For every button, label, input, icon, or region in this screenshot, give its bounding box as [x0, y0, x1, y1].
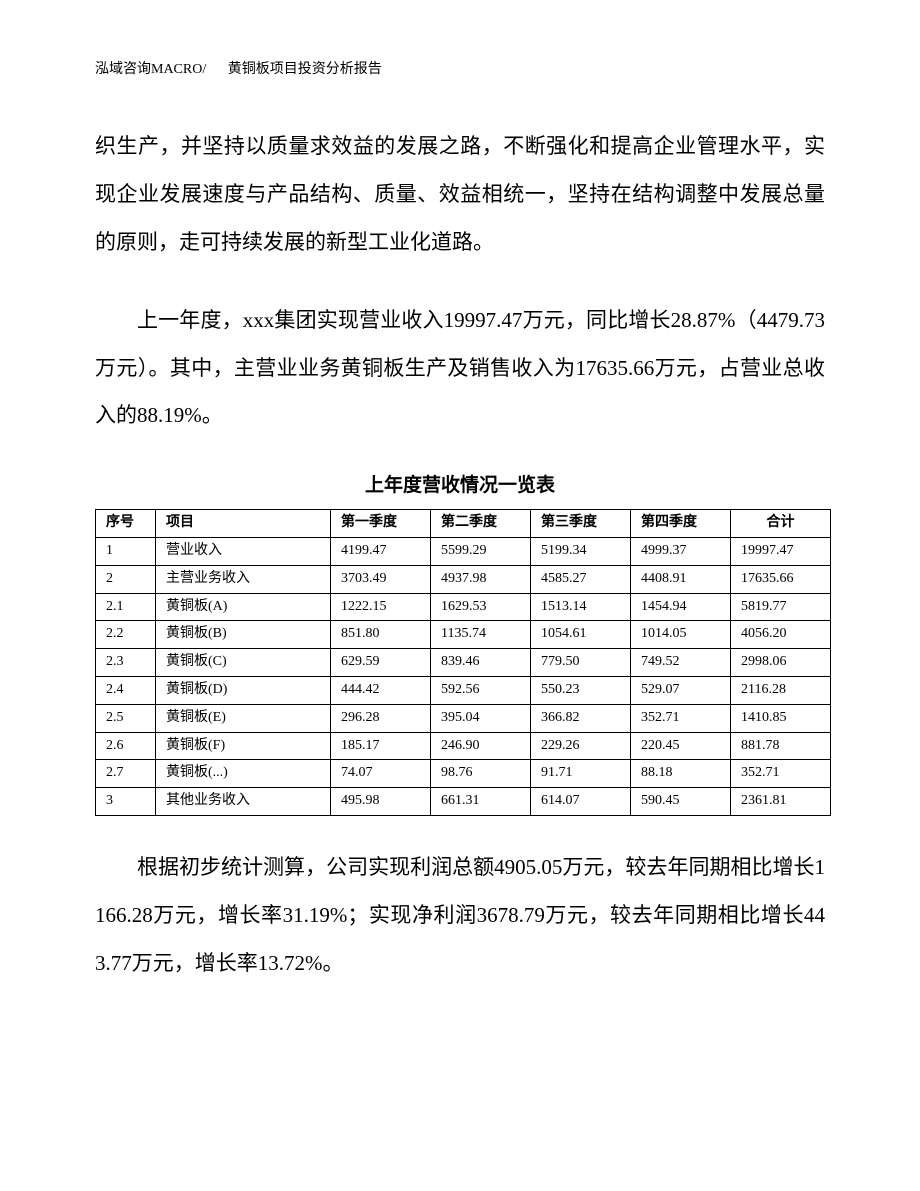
cell: 366.82 — [531, 704, 631, 732]
cell: 5199.34 — [531, 538, 631, 566]
paragraph-3: 根据初步统计测算，公司实现利润总额4905.05万元，较去年同期相比增长1166… — [95, 844, 825, 988]
th-total: 合计 — [731, 510, 831, 538]
cell: 黄铜板(A) — [156, 593, 331, 621]
table-row: 2 主营业务收入 3703.49 4937.98 4585.27 4408.91… — [96, 565, 831, 593]
cell: 黄铜板(...) — [156, 760, 331, 788]
table-body: 1 营业收入 4199.47 5599.29 5199.34 4999.37 1… — [96, 538, 831, 816]
cell: 614.07 — [531, 788, 631, 816]
cell: 91.71 — [531, 760, 631, 788]
cell: 1513.14 — [531, 593, 631, 621]
page: 泓域咨询MACRO/ 黄铜板项目投资分析报告 织生产，并坚持以质量求效益的发展之… — [0, 0, 920, 1191]
revenue-table: 序号 项目 第一季度 第二季度 第三季度 第四季度 合计 1 营业收入 4199… — [95, 509, 831, 816]
cell: 3703.49 — [331, 565, 431, 593]
cell: 2.3 — [96, 649, 156, 677]
cell: 550.23 — [531, 677, 631, 705]
cell: 98.76 — [431, 760, 531, 788]
cell: 2.6 — [96, 732, 156, 760]
table-row: 2.4 黄铜板(D) 444.42 592.56 550.23 529.07 2… — [96, 677, 831, 705]
table-row: 2.2 黄铜板(B) 851.80 1135.74 1054.61 1014.0… — [96, 621, 831, 649]
th-seq: 序号 — [96, 510, 156, 538]
table-title: 上年度营收情况一览表 — [95, 470, 825, 497]
header-company: 泓域咨询MACRO/ — [95, 62, 206, 77]
cell: 1629.53 — [431, 593, 531, 621]
table-row: 2.7 黄铜板(...) 74.07 98.76 91.71 88.18 352… — [96, 760, 831, 788]
cell: 3 — [96, 788, 156, 816]
cell: 1222.15 — [331, 593, 431, 621]
cell: 352.71 — [731, 760, 831, 788]
cell: 1 — [96, 538, 156, 566]
cell: 2.4 — [96, 677, 156, 705]
cell: 4056.20 — [731, 621, 831, 649]
cell: 4199.47 — [331, 538, 431, 566]
cell: 2361.81 — [731, 788, 831, 816]
th-item: 项目 — [156, 510, 331, 538]
cell: 黄铜板(C) — [156, 649, 331, 677]
cell: 黄铜板(F) — [156, 732, 331, 760]
cell: 185.17 — [331, 732, 431, 760]
table-row: 2.1 黄铜板(A) 1222.15 1629.53 1513.14 1454.… — [96, 593, 831, 621]
cell: 2.5 — [96, 704, 156, 732]
table-header-row: 序号 项目 第一季度 第二季度 第三季度 第四季度 合计 — [96, 510, 831, 538]
header-doc-title: 黄铜板项目投资分析报告 — [228, 62, 382, 77]
table-row: 2.5 黄铜板(E) 296.28 395.04 366.82 352.71 1… — [96, 704, 831, 732]
cell: 444.42 — [331, 677, 431, 705]
cell: 2116.28 — [731, 677, 831, 705]
table-row: 3 其他业务收入 495.98 661.31 614.07 590.45 236… — [96, 788, 831, 816]
cell: 74.07 — [331, 760, 431, 788]
cell: 88.18 — [631, 760, 731, 788]
th-q2: 第二季度 — [431, 510, 531, 538]
cell: 296.28 — [331, 704, 431, 732]
table-row: 2.6 黄铜板(F) 185.17 246.90 229.26 220.45 8… — [96, 732, 831, 760]
cell: 主营业务收入 — [156, 565, 331, 593]
cell: 590.45 — [631, 788, 731, 816]
cell: 220.45 — [631, 732, 731, 760]
cell: 749.52 — [631, 649, 731, 677]
cell: 5599.29 — [431, 538, 531, 566]
cell: 661.31 — [431, 788, 531, 816]
cell: 495.98 — [331, 788, 431, 816]
cell: 19997.47 — [731, 538, 831, 566]
cell: 1135.74 — [431, 621, 531, 649]
cell: 529.07 — [631, 677, 731, 705]
cell: 4937.98 — [431, 565, 531, 593]
cell: 2998.06 — [731, 649, 831, 677]
cell: 229.26 — [531, 732, 631, 760]
cell: 2.7 — [96, 760, 156, 788]
cell: 352.71 — [631, 704, 731, 732]
th-q4: 第四季度 — [631, 510, 731, 538]
cell: 395.04 — [431, 704, 531, 732]
cell: 592.56 — [431, 677, 531, 705]
cell: 1054.61 — [531, 621, 631, 649]
cell: 246.90 — [431, 732, 531, 760]
cell: 黄铜板(E) — [156, 704, 331, 732]
cell: 1454.94 — [631, 593, 731, 621]
cell: 5819.77 — [731, 593, 831, 621]
paragraph-2: 上一年度，xxx集团实现营业收入19997.47万元，同比增长28.87%（44… — [95, 297, 825, 441]
paragraph-1: 织生产，并坚持以质量求效益的发展之路，不断强化和提高企业管理水平，实现企业发展速… — [95, 123, 825, 267]
cell: 839.46 — [431, 649, 531, 677]
cell: 851.80 — [331, 621, 431, 649]
cell: 629.59 — [331, 649, 431, 677]
cell: 4585.27 — [531, 565, 631, 593]
cell: 2.2 — [96, 621, 156, 649]
document-header: 泓域咨询MACRO/ 黄铜板项目投资分析报告 — [95, 58, 825, 78]
cell: 4999.37 — [631, 538, 731, 566]
table-row: 1 营业收入 4199.47 5599.29 5199.34 4999.37 1… — [96, 538, 831, 566]
cell: 其他业务收入 — [156, 788, 331, 816]
cell: 2.1 — [96, 593, 156, 621]
cell: 黄铜板(B) — [156, 621, 331, 649]
th-q3: 第三季度 — [531, 510, 631, 538]
cell: 881.78 — [731, 732, 831, 760]
cell: 779.50 — [531, 649, 631, 677]
cell: 营业收入 — [156, 538, 331, 566]
cell: 1014.05 — [631, 621, 731, 649]
cell: 2 — [96, 565, 156, 593]
cell: 1410.85 — [731, 704, 831, 732]
cell: 黄铜板(D) — [156, 677, 331, 705]
cell: 17635.66 — [731, 565, 831, 593]
table-row: 2.3 黄铜板(C) 629.59 839.46 779.50 749.52 2… — [96, 649, 831, 677]
th-q1: 第一季度 — [331, 510, 431, 538]
cell: 4408.91 — [631, 565, 731, 593]
